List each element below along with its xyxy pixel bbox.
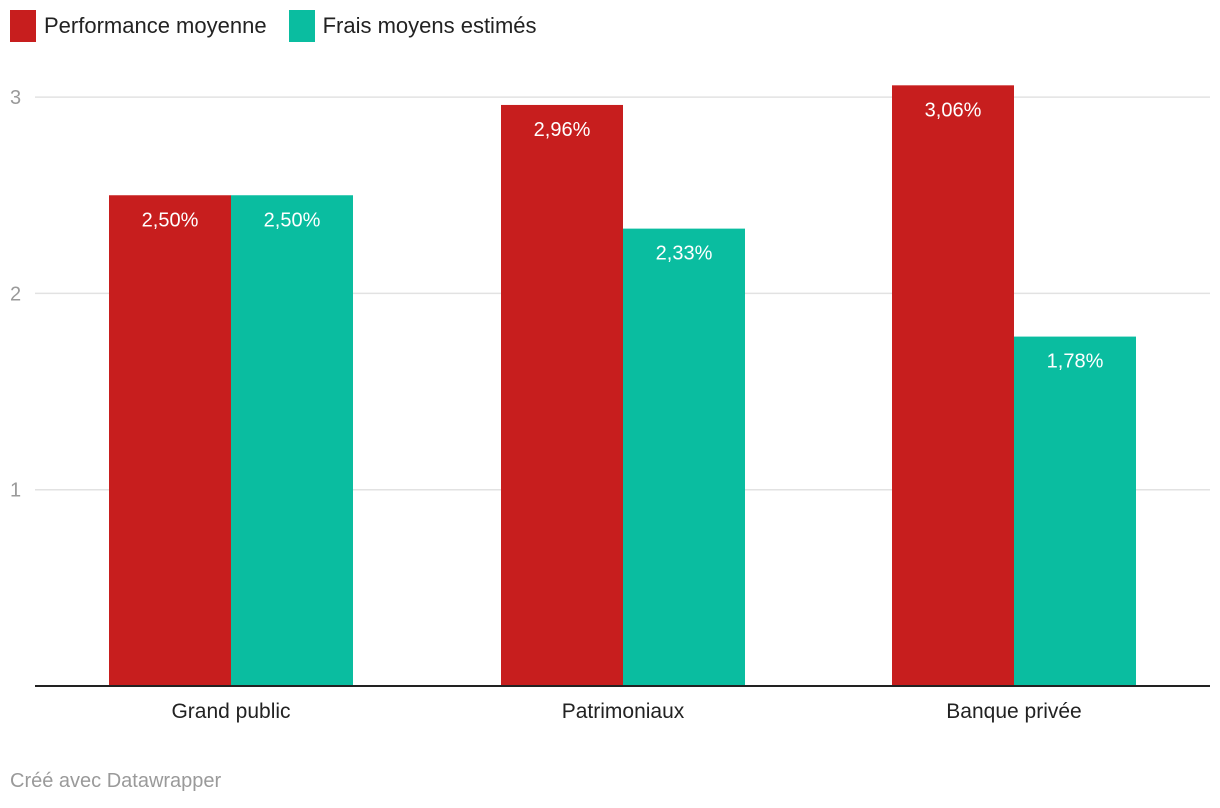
credit-text: Créé avec Datawrapper bbox=[10, 770, 222, 792]
legend-item-performance: Performance moyenne bbox=[10, 10, 267, 42]
y-tick-label-3: 3 bbox=[10, 87, 21, 109]
bar-frais-0 bbox=[231, 195, 353, 686]
data-label-performance-0: 2,50% bbox=[142, 209, 199, 231]
x-axis: Grand public Patrimoniaux Banque privée bbox=[35, 685, 1210, 723]
y-tick-label-1: 1 bbox=[10, 480, 21, 502]
legend-swatch-performance bbox=[10, 10, 36, 42]
bar-performance-1 bbox=[501, 104, 623, 686]
legend-label-performance: Performance moyenne bbox=[44, 13, 267, 38]
bar-performance-0 bbox=[109, 195, 231, 686]
legend-item-frais: Frais moyens estimés bbox=[288, 10, 537, 42]
data-label-frais-1: 2,33% bbox=[656, 243, 713, 265]
y-tick-label-2: 2 bbox=[10, 283, 21, 305]
data-label-frais-2: 1,78% bbox=[1047, 351, 1104, 373]
bar-frais-2 bbox=[1014, 336, 1136, 686]
data-label-performance-2: 3,06% bbox=[925, 99, 982, 121]
x-category-label-1: Patrimoniaux bbox=[562, 700, 685, 723]
data-labels: 2,50% 2,50% 2,96% 2,33% 3,06% 1,78% bbox=[142, 99, 1104, 372]
data-label-performance-1: 2,96% bbox=[534, 119, 591, 141]
x-category-label-2: Banque privée bbox=[946, 700, 1081, 723]
legend-swatch-frais bbox=[288, 10, 315, 42]
x-category-label-0: Grand public bbox=[171, 700, 290, 723]
bar-frais-1 bbox=[623, 228, 745, 686]
bar-performance-2 bbox=[892, 85, 1014, 686]
legend-label-frais: Frais moyens estimés bbox=[322, 13, 537, 38]
bar-chart: 1 2 3 2,50% 2,50% 2,96% 2,33% 3,06% 1,78% Grand… bbox=[10, 85, 1210, 723]
legend: Performance moyenne Frais moyens estimés bbox=[10, 10, 559, 42]
data-label-frais-0: 2,50% bbox=[264, 209, 321, 231]
bars bbox=[109, 85, 1136, 686]
